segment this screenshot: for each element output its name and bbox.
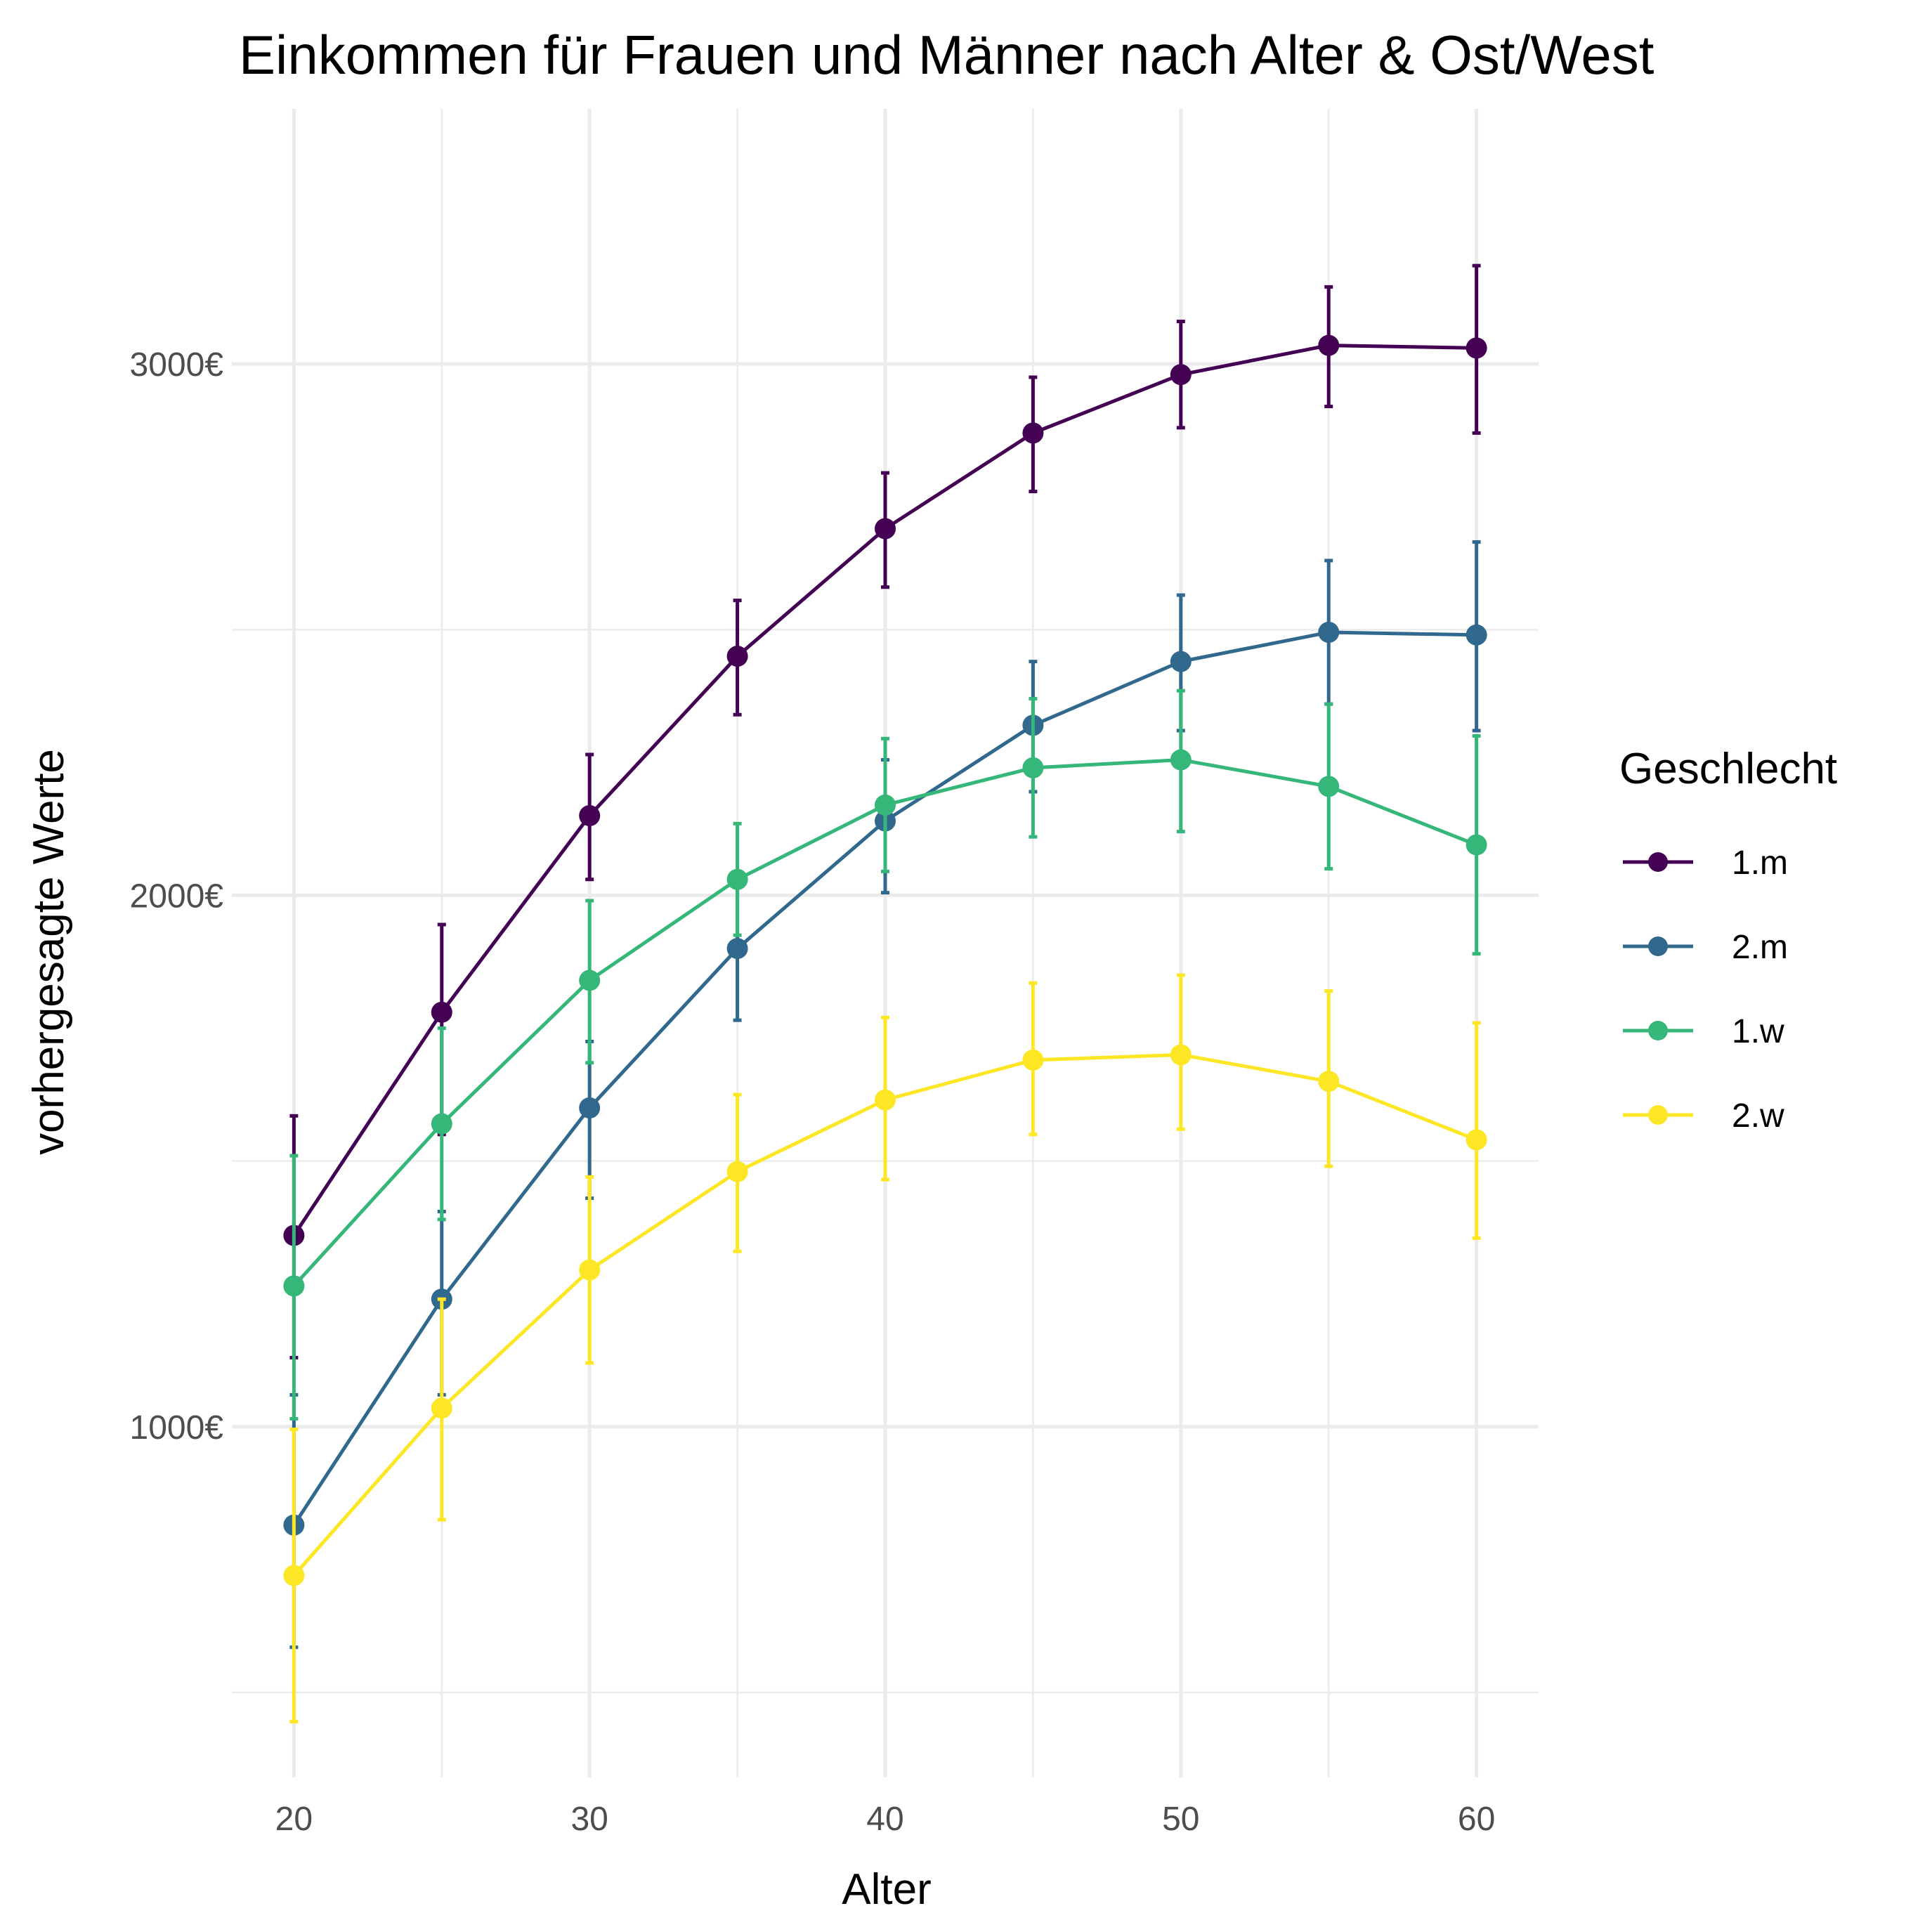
data-point bbox=[579, 1259, 601, 1281]
data-point bbox=[1022, 422, 1044, 444]
x-tick-label: 30 bbox=[570, 1801, 608, 1838]
data-point bbox=[283, 1565, 305, 1586]
data-point bbox=[1170, 651, 1192, 672]
x-axis-title: Alter bbox=[842, 1865, 931, 1914]
legend-items: 1.m 2.m 1.w 2.w bbox=[1623, 844, 1788, 1135]
legend-label: 2.m bbox=[1732, 929, 1788, 966]
data-point bbox=[1466, 1129, 1487, 1151]
data-point bbox=[1170, 1044, 1192, 1066]
legend-title: Geschlecht bbox=[1619, 745, 1837, 793]
data-point bbox=[726, 1161, 748, 1182]
data-point bbox=[283, 1275, 305, 1297]
data-point bbox=[1022, 757, 1044, 778]
data-point bbox=[431, 1397, 452, 1419]
x-tick-label: 40 bbox=[866, 1801, 903, 1838]
axis-layer: 1000€ 2000€ 3000€ 20 30 40 50 60 bbox=[130, 346, 1496, 1838]
data-point bbox=[1022, 1049, 1044, 1071]
series-1.w bbox=[283, 688, 1487, 1421]
grid-layer bbox=[232, 109, 1539, 1777]
data-point bbox=[1466, 624, 1487, 646]
legend-label: 1.w bbox=[1732, 1013, 1784, 1050]
data-point bbox=[1170, 364, 1192, 386]
data-point bbox=[726, 646, 748, 667]
data-point bbox=[1466, 834, 1487, 856]
legend-item-1.m: 1.m bbox=[1623, 844, 1788, 882]
data-point bbox=[726, 868, 748, 890]
legend-key-point bbox=[1648, 852, 1668, 872]
data-point bbox=[875, 518, 896, 540]
data-point bbox=[579, 970, 601, 991]
legend-label: 1.m bbox=[1732, 844, 1788, 882]
series-1.m bbox=[283, 263, 1487, 1359]
data-point bbox=[431, 1113, 452, 1135]
legend-item-1.w: 1.w bbox=[1623, 1013, 1784, 1050]
data-point bbox=[431, 1001, 452, 1023]
y-tick-label: 3000€ bbox=[130, 346, 224, 384]
data-point bbox=[579, 1097, 601, 1118]
legend: Geschlecht 1.m 2.m 1.w 2.w bbox=[1619, 745, 1837, 1135]
legend-item-2.w: 2.w bbox=[1623, 1097, 1784, 1135]
x-tick-label: 60 bbox=[1458, 1801, 1495, 1838]
data-point bbox=[1318, 1071, 1340, 1092]
data-point bbox=[875, 794, 896, 816]
data-point bbox=[726, 938, 748, 960]
data-point bbox=[1318, 622, 1340, 644]
y-tick-label: 2000€ bbox=[130, 877, 224, 915]
series-2.w bbox=[283, 973, 1487, 1724]
x-tick-label: 20 bbox=[275, 1801, 313, 1838]
legend-key-point bbox=[1648, 936, 1668, 956]
legend-item-2.m: 2.m bbox=[1623, 929, 1788, 966]
y-axis-title: vorhergesagte Werte bbox=[25, 749, 73, 1155]
y-tick-label: 1000€ bbox=[130, 1409, 224, 1447]
legend-label: 2.w bbox=[1732, 1097, 1784, 1135]
legend-key-point bbox=[1648, 1105, 1668, 1125]
series-layer bbox=[283, 263, 1487, 1724]
data-point bbox=[579, 804, 601, 826]
chart-title: Einkommen für Frauen und Männer nach Alt… bbox=[239, 24, 1654, 86]
data-point bbox=[1318, 334, 1340, 356]
x-tick-label: 50 bbox=[1162, 1801, 1199, 1838]
legend-key-point bbox=[1648, 1021, 1668, 1040]
data-point bbox=[1318, 776, 1340, 797]
data-point bbox=[1170, 749, 1192, 771]
data-point bbox=[1466, 337, 1487, 359]
data-point bbox=[875, 1089, 896, 1111]
